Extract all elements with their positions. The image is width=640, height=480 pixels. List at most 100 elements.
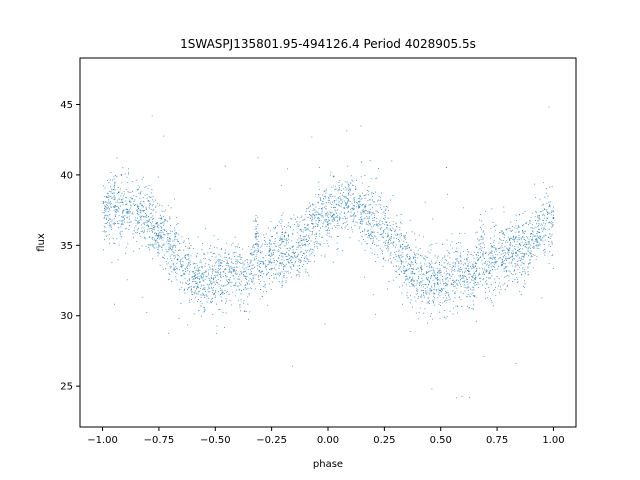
data-point xyxy=(269,254,271,256)
data-point xyxy=(113,222,115,224)
data-point xyxy=(446,259,448,261)
data-point xyxy=(546,203,548,205)
data-point xyxy=(323,195,325,197)
data-point xyxy=(163,135,165,137)
data-point xyxy=(402,285,404,287)
data-point xyxy=(183,240,185,242)
data-point xyxy=(371,252,373,254)
data-point xyxy=(233,270,235,272)
data-point xyxy=(195,256,197,258)
data-point xyxy=(481,220,483,222)
data-point xyxy=(235,289,237,291)
data-point xyxy=(124,173,126,175)
data-point xyxy=(113,188,115,190)
data-point xyxy=(528,247,530,249)
data-point xyxy=(213,278,214,280)
data-point xyxy=(399,267,401,269)
data-point xyxy=(309,211,311,213)
data-point xyxy=(326,188,328,190)
data-point xyxy=(252,254,254,256)
data-point xyxy=(408,258,410,260)
data-point xyxy=(347,193,349,195)
data-point xyxy=(395,244,397,246)
data-point xyxy=(460,260,462,261)
data-point xyxy=(462,281,464,283)
data-point xyxy=(156,222,158,224)
data-point xyxy=(326,202,327,204)
data-point xyxy=(145,185,147,187)
data-point xyxy=(334,216,336,218)
data-point xyxy=(188,263,190,264)
data-point xyxy=(188,283,190,285)
data-point xyxy=(400,223,402,225)
data-point xyxy=(168,272,170,274)
data-point xyxy=(346,221,348,223)
data-point xyxy=(147,244,149,246)
data-point xyxy=(478,274,480,276)
data-point xyxy=(153,227,154,228)
data-point xyxy=(449,244,451,246)
data-point xyxy=(495,224,497,226)
data-point xyxy=(299,221,301,223)
data-point xyxy=(368,232,370,234)
data-point xyxy=(299,245,301,247)
data-point xyxy=(196,283,198,284)
data-point xyxy=(537,235,538,237)
data-point xyxy=(176,279,178,281)
data-point xyxy=(318,219,320,221)
data-point xyxy=(467,250,469,252)
data-point xyxy=(361,205,363,207)
data-point xyxy=(297,232,299,234)
data-point xyxy=(303,238,305,240)
data-point xyxy=(410,299,412,301)
data-point xyxy=(448,293,450,295)
data-point xyxy=(369,224,371,226)
data-point xyxy=(455,258,457,260)
data-point xyxy=(246,288,247,290)
data-point xyxy=(483,271,484,273)
data-point xyxy=(413,256,415,258)
data-point xyxy=(489,277,491,279)
data-point xyxy=(511,252,512,254)
data-point xyxy=(208,272,209,274)
data-point xyxy=(146,220,148,222)
data-point xyxy=(505,266,507,268)
data-point xyxy=(107,207,109,209)
data-point xyxy=(512,274,514,276)
data-point xyxy=(301,230,303,232)
data-point xyxy=(503,233,505,235)
data-point xyxy=(366,223,368,225)
data-point xyxy=(475,245,477,247)
data-point xyxy=(140,193,142,195)
data-point xyxy=(460,252,461,254)
data-point xyxy=(546,217,548,219)
data-point xyxy=(189,261,191,263)
data-point xyxy=(265,283,267,285)
data-point xyxy=(256,232,258,234)
data-point xyxy=(137,189,139,191)
data-point xyxy=(145,216,147,218)
data-point xyxy=(145,206,147,208)
data-point xyxy=(491,269,493,271)
data-point xyxy=(256,258,258,260)
data-point xyxy=(121,201,123,203)
data-point xyxy=(324,256,326,258)
x-tick-label: 0.50 xyxy=(430,435,452,446)
data-point xyxy=(160,226,162,228)
data-point xyxy=(543,228,545,229)
data-point xyxy=(136,179,138,181)
data-point xyxy=(369,160,371,162)
data-point xyxy=(188,286,190,288)
data-point xyxy=(108,222,110,224)
data-point xyxy=(509,271,511,273)
data-point xyxy=(440,291,442,293)
data-point xyxy=(130,196,132,198)
data-point xyxy=(444,309,446,311)
data-point xyxy=(102,231,104,233)
data-point xyxy=(370,235,372,237)
data-point xyxy=(125,211,127,213)
data-point xyxy=(304,214,306,216)
data-point xyxy=(249,253,251,254)
data-point xyxy=(455,251,457,253)
data-point xyxy=(304,227,306,229)
